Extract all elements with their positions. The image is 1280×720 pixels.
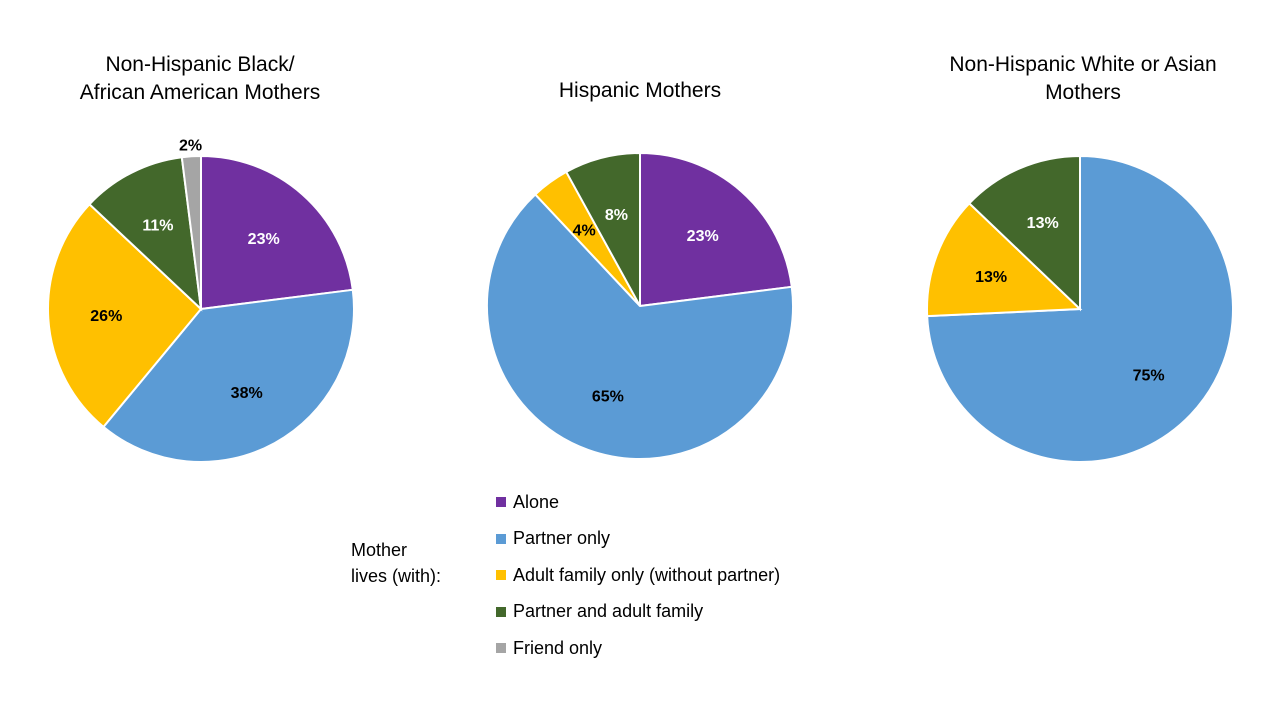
data-label-friend-only: 2% <box>179 137 202 154</box>
pie-white-asian-mothers: 75% 13% 13% <box>926 154 1234 463</box>
data-label-alone: 23% <box>687 228 719 245</box>
legend-item-adult-family-only-without-partner: Adult family only (without partner) <box>496 557 780 594</box>
legend-label: Friend only <box>513 637 603 658</box>
data-label-adult-family-only-without-partner: 13% <box>975 269 1007 286</box>
pie-slice-partner-only <box>102 288 355 463</box>
legend: Alone Partner only Adult family only (with… <box>496 484 780 667</box>
pie-slice-friend-only <box>180 154 202 310</box>
pie-slice-partner-and-adult-family <box>88 156 203 312</box>
legend-swatch <box>496 606 506 617</box>
legend-item-partner-and-adult-family: Partner and adult family <box>496 594 780 631</box>
pie-slice-alone <box>639 151 793 308</box>
legend-swatch <box>496 570 506 581</box>
data-label-partner-only: 38% <box>231 385 263 402</box>
legend-item-alone: Alone <box>496 484 780 521</box>
pie-slice-adult-family-only-without-partner <box>926 201 1083 318</box>
data-label-adult-family-only-without-partner: 26% <box>90 308 122 325</box>
pie-slice-adult-family-only-without-partner <box>47 202 203 429</box>
legend-item-friend-only: Friend only <box>496 630 780 667</box>
data-label-partner-and-adult-family: 8% <box>605 207 628 224</box>
legend-label: Partner and adult family <box>513 601 704 622</box>
pie-slice-partner-and-adult-family <box>564 151 641 307</box>
pie-hispanic-mothers: 23% 65% 4% 8% <box>486 151 794 460</box>
legend-label: Partner only <box>513 528 611 549</box>
pie-slice-partner-and-adult-family <box>967 154 1081 312</box>
pie-title-hispanic-mothers: Hispanic Mothers <box>558 79 722 102</box>
legend-label: Alone <box>513 491 560 512</box>
data-label-partner-only: 75% <box>1133 368 1165 385</box>
legend-item-partner-only: Partner only <box>496 521 780 558</box>
legend-swatch <box>496 533 506 544</box>
data-label-partner-and-adult-family: 11% <box>142 218 173 235</box>
pie-slice-partner-only <box>486 193 794 460</box>
legend-swatch <box>496 643 506 654</box>
legend-swatch <box>496 497 506 508</box>
data-label-partner-only: 65% <box>592 388 624 405</box>
legend-label: Adult family only (without partner) <box>513 564 781 585</box>
pie-title-white-asian-mothers: Non-Hispanic White or Asian Mothers <box>949 53 1217 104</box>
data-label-alone: 23% <box>248 231 280 248</box>
pie-title-black-mothers: Non-Hispanic Black/ African American Mot… <box>79 53 321 104</box>
data-label-adult-family-only-without-partner: 4% <box>573 222 596 239</box>
legend-caption: Mother lives (with): <box>351 540 442 586</box>
data-label-partner-and-adult-family: 13% <box>1027 215 1059 232</box>
pie-black-mothers: 23% 38% 26% 11% 2% <box>47 137 355 463</box>
pie-slice-alone <box>200 154 354 311</box>
